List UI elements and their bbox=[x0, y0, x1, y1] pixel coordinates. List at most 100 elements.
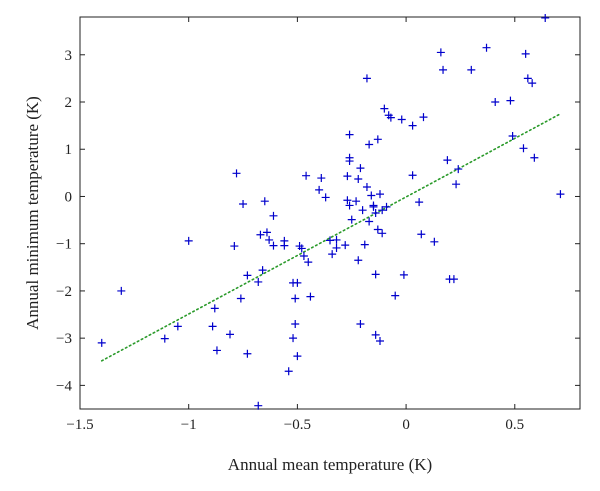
data-point bbox=[321, 193, 330, 202]
data-point bbox=[328, 250, 337, 259]
y-tick-label: −2 bbox=[56, 284, 72, 300]
data-point bbox=[371, 270, 380, 279]
y-tick-label: 3 bbox=[65, 48, 73, 64]
data-point bbox=[332, 235, 341, 244]
data-point bbox=[417, 230, 426, 239]
x-axis-label: Annual mean temperature (K) bbox=[228, 455, 432, 474]
data-point bbox=[362, 74, 371, 83]
data-point bbox=[293, 352, 302, 361]
data-point bbox=[262, 228, 271, 237]
data-point bbox=[386, 113, 395, 122]
data-point bbox=[347, 215, 356, 224]
data-point bbox=[541, 13, 550, 22]
data-point bbox=[360, 240, 369, 249]
data-point bbox=[345, 201, 354, 210]
x-tick-label: −1 bbox=[181, 417, 197, 433]
x-tick-label: 0.5 bbox=[505, 417, 524, 433]
data-point bbox=[289, 334, 298, 343]
y-axis-ticks: −4 −3 −2 −1 0 1 2 3 bbox=[56, 48, 580, 394]
data-point bbox=[315, 185, 324, 194]
data-point bbox=[243, 349, 252, 358]
data-point bbox=[117, 286, 126, 295]
data-point bbox=[482, 43, 491, 52]
data-point bbox=[291, 294, 300, 303]
data-point bbox=[371, 209, 380, 217]
data-point bbox=[373, 225, 382, 234]
data-point bbox=[443, 156, 452, 165]
y-tick-label: 2 bbox=[65, 95, 73, 111]
data-point bbox=[356, 319, 365, 328]
data-point bbox=[378, 206, 387, 215]
data-point bbox=[491, 98, 500, 107]
data-point bbox=[436, 48, 445, 57]
data-point bbox=[373, 135, 382, 144]
data-point bbox=[419, 113, 428, 122]
y-tick-label: 1 bbox=[65, 142, 73, 158]
data-point bbox=[210, 304, 219, 313]
plot-area bbox=[79, 16, 581, 410]
data-points bbox=[97, 13, 565, 410]
data-point bbox=[452, 180, 461, 189]
data-point bbox=[362, 183, 371, 192]
data-point bbox=[243, 271, 252, 280]
data-point bbox=[356, 164, 365, 173]
data-point bbox=[304, 258, 313, 267]
data-point bbox=[256, 230, 265, 239]
data-point bbox=[208, 322, 217, 331]
data-point bbox=[302, 171, 311, 180]
data-point bbox=[352, 197, 361, 206]
data-point bbox=[358, 206, 367, 215]
data-point bbox=[430, 237, 439, 246]
data-point bbox=[354, 256, 363, 265]
data-point bbox=[260, 197, 269, 206]
regression-line bbox=[100, 113, 562, 362]
data-point bbox=[306, 292, 315, 301]
data-point bbox=[365, 140, 374, 149]
data-point bbox=[365, 217, 374, 226]
data-point bbox=[236, 294, 245, 303]
data-point bbox=[284, 367, 293, 376]
data-point bbox=[97, 338, 106, 347]
data-point bbox=[391, 291, 400, 300]
y-tick-label: 0 bbox=[65, 189, 73, 205]
data-point bbox=[378, 229, 387, 238]
data-point bbox=[521, 49, 530, 58]
y-tick-label: −3 bbox=[56, 331, 72, 347]
data-point bbox=[354, 174, 363, 183]
data-point bbox=[258, 266, 267, 275]
y-tick-label: −4 bbox=[56, 378, 72, 394]
data-point bbox=[184, 236, 193, 245]
y-axis-label: Annual minimum temperature (K) bbox=[23, 96, 42, 330]
data-point bbox=[439, 65, 448, 74]
data-point bbox=[317, 174, 326, 183]
data-point bbox=[341, 241, 350, 250]
data-point bbox=[519, 144, 528, 153]
fit-line bbox=[100, 113, 562, 362]
x-tick-label: −1.5 bbox=[66, 417, 93, 433]
data-point bbox=[254, 401, 263, 410]
data-point bbox=[556, 190, 565, 199]
y-tick-label: −1 bbox=[56, 237, 72, 253]
data-point bbox=[345, 130, 354, 139]
x-tick-label: −0.5 bbox=[284, 417, 311, 433]
data-point bbox=[239, 200, 248, 209]
data-point bbox=[173, 322, 182, 331]
data-point bbox=[343, 196, 352, 205]
data-point bbox=[371, 330, 380, 339]
data-point bbox=[380, 104, 389, 113]
data-point bbox=[297, 244, 306, 253]
data-point bbox=[230, 242, 239, 251]
data-point bbox=[408, 121, 417, 130]
data-point bbox=[345, 153, 354, 162]
data-point bbox=[506, 96, 515, 105]
data-point bbox=[523, 74, 532, 83]
data-point bbox=[376, 336, 384, 345]
data-point bbox=[508, 132, 517, 141]
data-point bbox=[269, 211, 278, 220]
data-point bbox=[382, 202, 391, 211]
data-point bbox=[530, 153, 539, 162]
data-point bbox=[232, 169, 241, 178]
data-point bbox=[369, 201, 378, 210]
data-point bbox=[343, 172, 352, 181]
